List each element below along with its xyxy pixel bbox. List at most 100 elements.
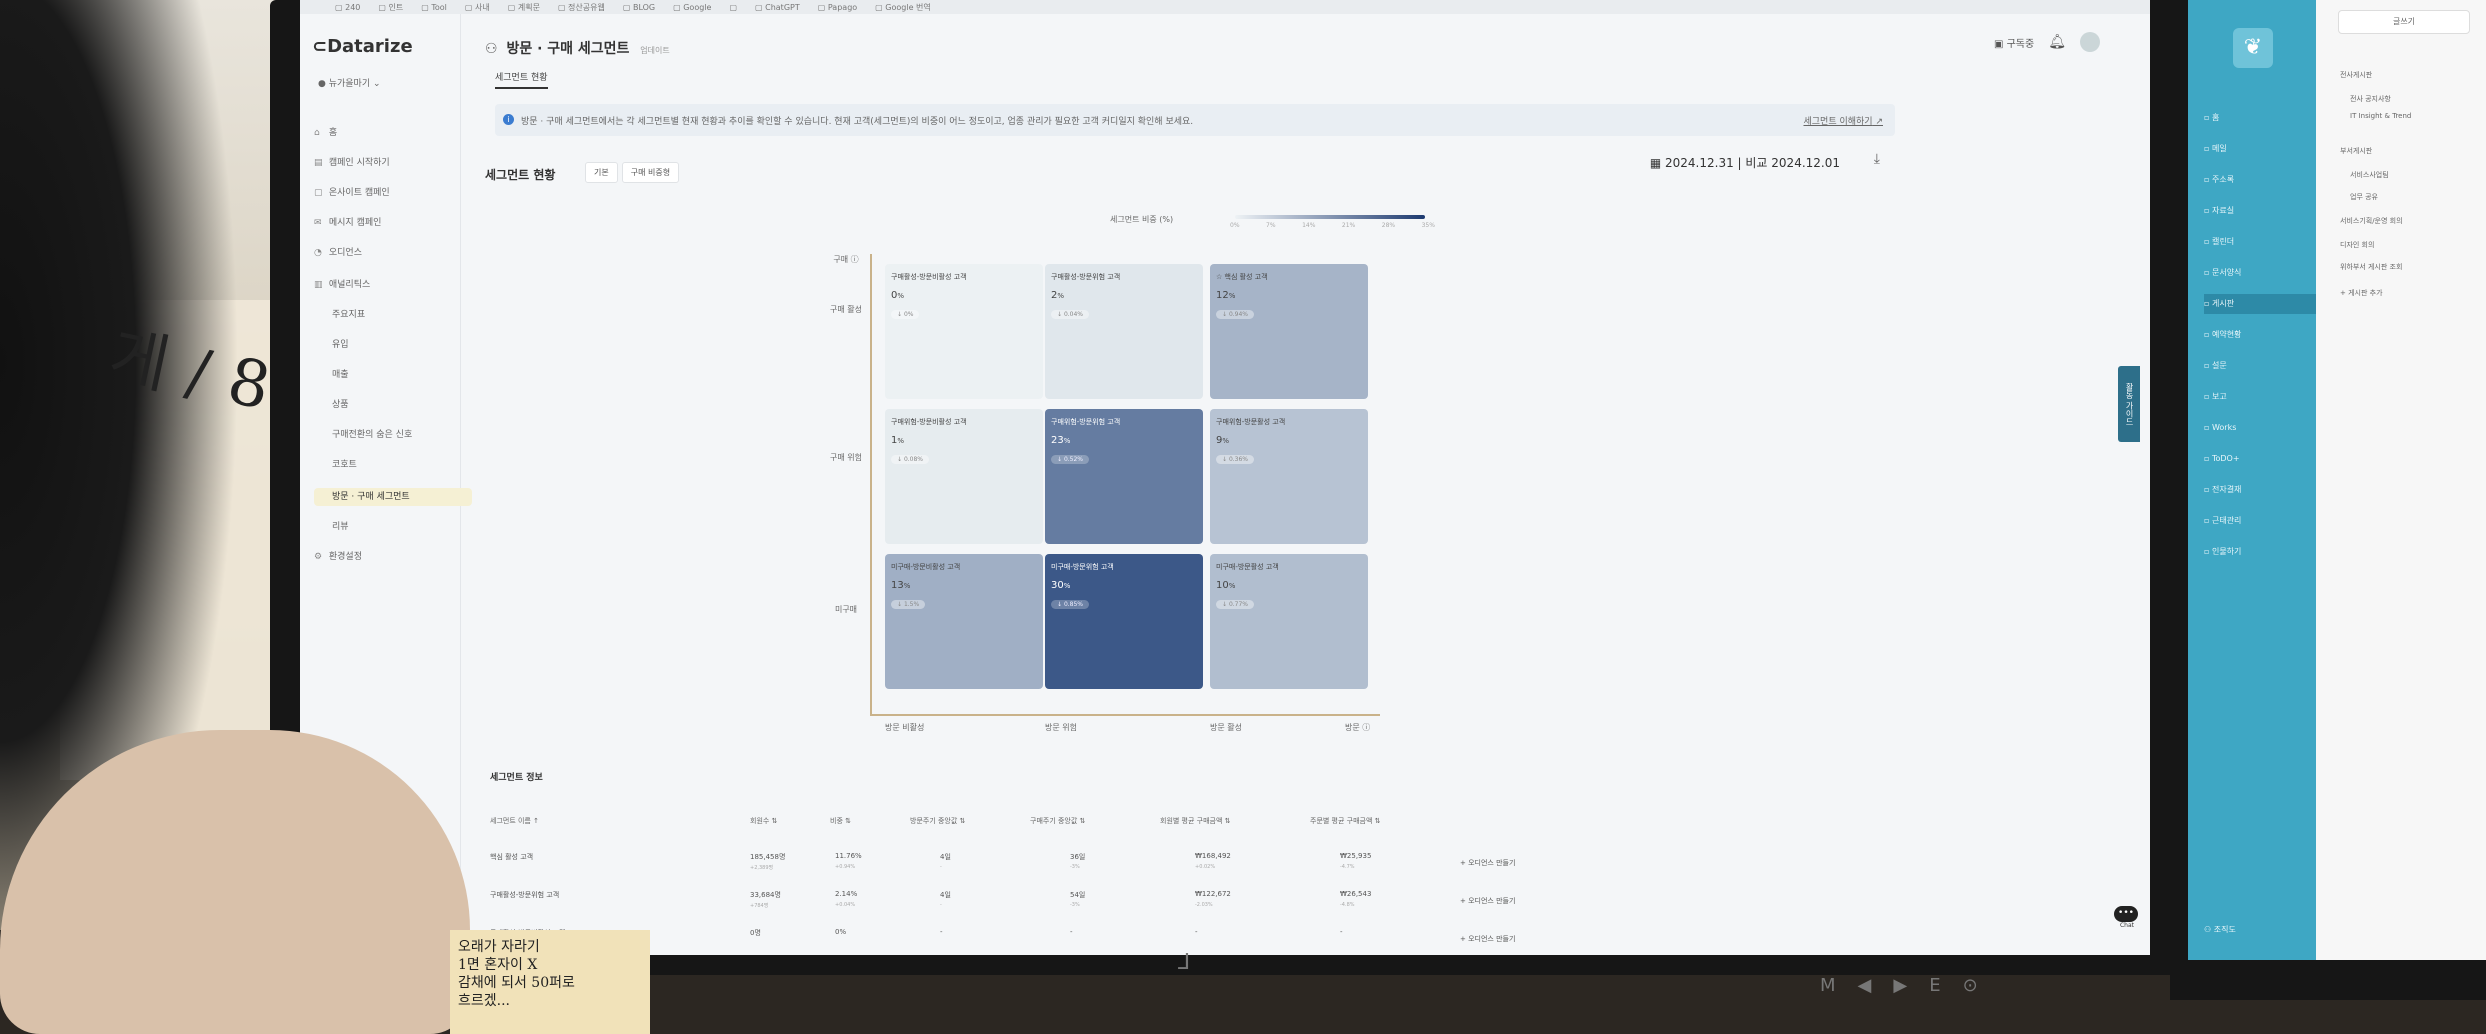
groupware-nav-icon: ▫ [2204, 454, 2212, 463]
table-cell-change: +0.94% [835, 864, 856, 870]
groupware-nav-item[interactable]: ▫ 게시판 [2204, 294, 2316, 314]
heatmap-cell[interactable]: 미구매-방문위험 고객 30% ↓ 0.85% [1045, 554, 1203, 689]
bookmark-item[interactable]: ▢ Tool [421, 2, 447, 12]
org-chart-link[interactable]: ⚇ 조직도 [2204, 925, 2236, 934]
table-header[interactable]: 세그먼트 이름 ↑ [490, 817, 539, 825]
heatmap-cell[interactable]: 구매위험-방문비활성 고객 1% ↓ 0.08% [885, 409, 1043, 544]
groupware-nav-item[interactable]: ▫ 보고 [2204, 387, 2316, 407]
bookmark-item[interactable]: ▢ BLOG [622, 2, 656, 12]
bookmark-item[interactable]: ▢ 사내 [464, 2, 490, 12]
help-icon[interactable]: ⓘ [1362, 723, 1371, 732]
board-item[interactable]: + 게시판 추가 [2340, 289, 2383, 297]
board-item[interactable]: 디자인 회의 [2340, 241, 2375, 249]
heatmap-cell[interactable]: 구매활성-방문비활성 고객 0% ↓ 0% [885, 264, 1043, 399]
board-item[interactable]: 서비스기획/운영 회의 [2340, 217, 2403, 225]
heatmap-cell[interactable]: ☆ 핵심 활성 고객 12% ↓ 0.94% [1210, 264, 1368, 399]
board-item[interactable]: IT Insight & Trend [2350, 112, 2412, 120]
heatmap-cell[interactable]: 미구매-방문비활성 고객 13% ↓ 1.5% [885, 554, 1043, 689]
bell-icon[interactable]: 🔔︎ [2048, 34, 2066, 50]
groupware-nav-item[interactable]: ▫ 인물하기 [2204, 542, 2316, 562]
chat-button[interactable]: ••• Chat [2114, 906, 2140, 932]
nav-icon: ▥ [314, 280, 323, 290]
table-cell-avg-order: ₩25,935 [1340, 852, 1372, 860]
activity-guide-tab[interactable]: 활동 가이드 [2118, 366, 2140, 442]
groupware-nav-label: 예약현황 [2211, 330, 2242, 339]
subscription-button[interactable]: ▣ 구독중 [1993, 38, 2035, 50]
help-icon[interactable]: ⓘ [850, 255, 859, 264]
sidebar-item-label: 코호트 [332, 460, 357, 470]
board-item[interactable]: 서비스사업팀 [2350, 171, 2389, 179]
groupware-nav-item[interactable]: ▫ 설문 [2204, 356, 2316, 376]
groupware-nav-item[interactable]: ▫ 문서양식 [2204, 263, 2316, 283]
make-audience-button[interactable]: + 오디언스 만들기 [1460, 897, 1516, 905]
heatmap-cell[interactable]: 구매위험-방문위험 고객 23% ↓ 0.52% [1045, 409, 1203, 544]
make-audience-button[interactable]: + 오디언스 만들기 [1460, 859, 1516, 867]
tab-segment-status[interactable]: 세그먼트 현황 [495, 70, 548, 89]
heatmap-cell[interactable]: 미구매-방문활성 고객 10% ↓ 0.77% [1210, 554, 1368, 689]
make-audience-button[interactable]: + 오디언스 만들기 [1460, 935, 1516, 943]
table-header[interactable]: 비중 ⇅ [830, 817, 851, 825]
sidebar-item[interactable]: ▤ 캠페인 시작하기 [314, 154, 454, 172]
table-header[interactable]: 구매주기 중앙값 ⇅ [1030, 817, 1086, 825]
table-header[interactable]: 방문주기 중앙값 ⇅ [910, 817, 966, 825]
x-axis-title: 방문 ⓘ [1345, 723, 1371, 732]
table-header[interactable]: 회원수 ⇅ [750, 817, 778, 825]
groupware-nav-item[interactable]: ▫ 전자결재 [2204, 480, 2316, 500]
sidebar-item[interactable]: ✉ 메시지 캠페인 [314, 214, 454, 232]
table-cell-name: 구매활성-방문위험 고객 [490, 891, 560, 899]
heatmap-cell[interactable]: 구매활성-방문위험 고객 2% ↓ 0.04% [1045, 264, 1203, 399]
date-range[interactable]: ▦ 2024.12.31 | 비교 2024.12.01 [1649, 156, 1840, 170]
sidebar-item-label: 방문 · 구매 세그먼트 [332, 492, 410, 502]
board-item[interactable]: 업무 공유 [2350, 193, 2378, 201]
groupware-nav-item[interactable]: ▫ 예약현황 [2204, 325, 2316, 345]
sidebar-item[interactable]: 유입 [314, 336, 472, 354]
sidebar-item[interactable]: ⌂ 홈 [314, 124, 454, 142]
cell-change-value: 0.08% [903, 456, 923, 463]
bookmark-item[interactable]: ▢ ChatGPT [755, 2, 800, 12]
sidebar-item[interactable]: 구매전환의 숨은 신호 [314, 426, 472, 444]
groupware-nav-item[interactable]: ▫ 근태관리 [2204, 511, 2316, 531]
download-icon[interactable]: ⤓ [1873, 151, 1880, 167]
groupware-nav-item[interactable]: ▫ 메일 [2204, 139, 2316, 159]
cell-value-number: 13 [891, 580, 904, 591]
groupware-nav-item[interactable]: ▫ 캘린더 [2204, 232, 2316, 252]
sidebar-item[interactable]: 주요지표 [314, 306, 472, 324]
board-item[interactable]: 전사게시판 [2340, 71, 2373, 79]
toggle-purchase[interactable]: 구매 비중형 [621, 162, 680, 183]
datarize-logo[interactable]: ⊂Datarize [312, 36, 413, 57]
groupware-nav-item[interactable]: ▫ 주소록 [2204, 170, 2316, 190]
sidebar-item[interactable]: 방문 · 구매 세그먼트 [314, 488, 472, 506]
heatmap-cell[interactable]: 구매위험-방문활성 고객 9% ↓ 0.36% [1210, 409, 1368, 544]
info-link[interactable]: 세그먼트 이해하기 ↗ [1803, 117, 1883, 127]
sidebar-item[interactable]: 상품 [314, 396, 472, 414]
workspace-selector[interactable]: ● 뉴가을마기 ⌄ [318, 79, 381, 89]
bookmark-item[interactable]: ▢ 인트 [378, 2, 404, 12]
board-item[interactable]: 위하부서 게시판 조회 [2340, 263, 2403, 271]
write-button[interactable]: 글쓰기 [2338, 10, 2470, 34]
table-cell-change: -3% [1070, 902, 1080, 908]
sidebar-item[interactable]: 리뷰 [314, 518, 472, 536]
board-item[interactable]: 부서게시판 [2340, 147, 2373, 155]
groupware-nav-item[interactable]: ▫ ToDO+ [2204, 449, 2316, 469]
groupware-nav-item[interactable]: ▫ 홈 [2204, 108, 2316, 128]
bookmark-item[interactable]: ▢ 계획문 [507, 2, 540, 12]
bookmark-item[interactable]: ▢ Papago [817, 2, 858, 12]
groupware-nav-item[interactable]: ▫ Works [2204, 418, 2316, 438]
bookmark-item[interactable]: ▢ 240 [335, 2, 361, 12]
sidebar-item[interactable]: 매출 [314, 366, 472, 384]
toggle-basic[interactable]: 기본 [585, 162, 618, 183]
bookmark-item[interactable]: ▢ 정산공유웹 [557, 2, 605, 12]
groupware-nav-item[interactable]: ▫ 자료실 [2204, 201, 2316, 221]
sidebar-item[interactable]: ▥ 애널리틱스 [314, 276, 454, 294]
table-header[interactable]: 주문별 평균 구매금액 ⇅ [1310, 817, 1381, 825]
bookmark-item[interactable]: ▢ Google [673, 2, 712, 12]
sidebar-item[interactable]: ⚙ 환경설정 [314, 548, 454, 566]
bookmark-item[interactable]: ▢ [729, 2, 738, 12]
sidebar-item[interactable]: 코호트 [314, 456, 472, 474]
bookmark-item[interactable]: ▢ Google 번역 [875, 2, 931, 12]
table-header[interactable]: 회원별 평균 구매금액 ⇅ [1160, 817, 1231, 825]
sidebar-item[interactable]: ◔ 오디언스 [314, 244, 454, 262]
board-item[interactable]: 전사 공지사항 [2350, 95, 2391, 103]
sidebar-item[interactable]: ▢ 온사이트 캠페인 [314, 184, 454, 202]
user-avatar[interactable] [2080, 32, 2100, 52]
